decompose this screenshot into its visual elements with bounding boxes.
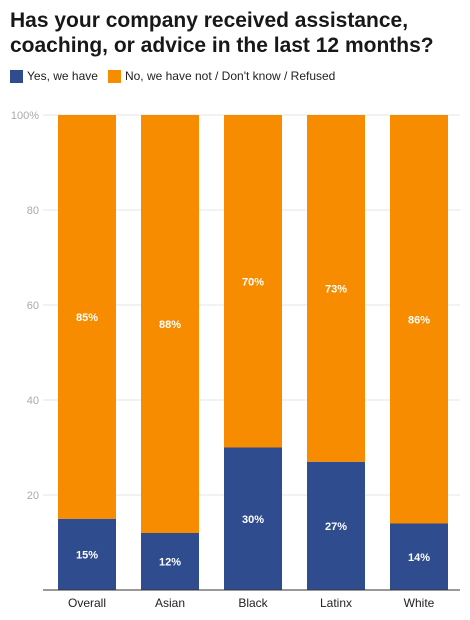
y-tick-label-20: 20 [27, 490, 39, 502]
legend-item-yes: Yes, we have [10, 69, 98, 83]
bar-white-series-1 [390, 115, 448, 524]
y-tick-label-100: 100% [11, 110, 39, 122]
bar-overall-series-1 [58, 115, 116, 519]
data-label-asian-series-0: 12% [159, 557, 181, 569]
legend-label-no: No, we have not / Don't know / Refused [124, 69, 336, 83]
bar-black-series-0 [224, 447, 282, 590]
x-tick-label-black: Black [238, 596, 268, 610]
legend-swatch-no [107, 69, 121, 83]
bar-asian-series-0 [141, 533, 199, 590]
legend-label-yes: Yes, we have [27, 69, 98, 83]
x-tick-label-latinx: Latinx [320, 596, 352, 610]
bar-overall-series-0 [58, 518, 116, 590]
data-label-overall-series-0: 15% [76, 549, 98, 561]
y-tick-label-40: 40 [27, 395, 39, 407]
bar-black-series-1 [224, 115, 282, 448]
y-tick-label-60: 60 [27, 300, 39, 312]
bar-latinx-series-0 [307, 461, 365, 590]
data-label-black-series-1: 70% [242, 276, 264, 288]
y-tick-label-80: 80 [27, 205, 39, 217]
data-label-latinx-series-1: 73% [325, 283, 347, 295]
legend: Yes, we have No, we have not / Don't kno… [10, 69, 345, 83]
data-label-white-series-1: 86% [408, 314, 430, 326]
data-label-overall-series-1: 85% [76, 312, 98, 324]
data-label-latinx-series-0: 27% [325, 521, 347, 533]
data-label-black-series-0: 30% [242, 514, 264, 526]
bar-latinx-series-1 [307, 115, 365, 462]
legend-swatch-yes [10, 69, 23, 83]
data-label-white-series-0: 14% [408, 552, 430, 564]
x-tick-label-overall: Overall [68, 596, 106, 610]
x-tick-label-asian: Asian [155, 596, 185, 610]
bar-asian-series-1 [141, 115, 199, 533]
bar-white-series-0 [390, 523, 448, 590]
chart-title: Has your company received assistance, co… [10, 9, 434, 57]
data-label-asian-series-1: 88% [159, 319, 181, 331]
legend-item-no: No, we have not / Don't know / Refused [107, 69, 336, 83]
x-tick-label-white: White [404, 596, 435, 610]
